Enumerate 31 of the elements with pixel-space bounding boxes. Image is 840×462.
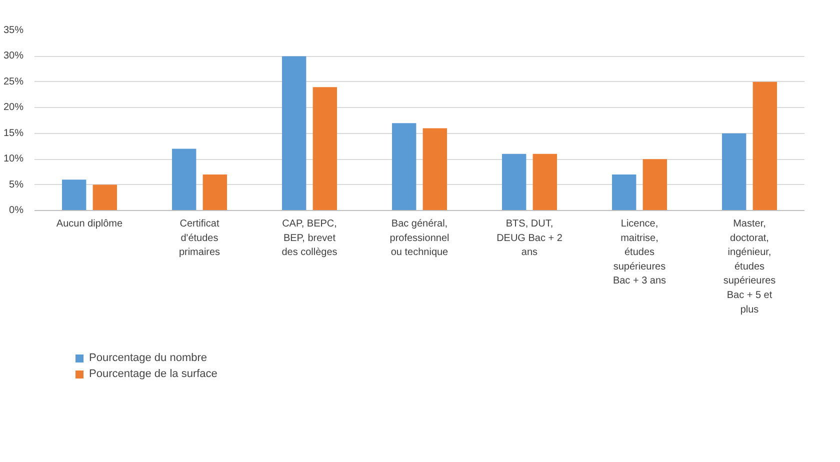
x-tick-label: Certificat d'études primaires [178, 218, 220, 258]
legend-label: Pourcentage de la surface [89, 368, 218, 380]
y-tick-label: 35% [3, 25, 24, 36]
bar [62, 180, 86, 210]
bar [312, 87, 337, 210]
legend-label: Pourcentage du nombre [89, 352, 208, 364]
bar [532, 154, 557, 210]
y-tick-label: 0% [9, 205, 24, 216]
y-tick-label: 10% [3, 154, 24, 165]
x-tick-label: Licence, maitrise, études supérieures Bac + 3 ans [612, 218, 666, 287]
x-tick-label: CAP, BEPC, BEP, brevet des collèges [282, 218, 338, 258]
bar [502, 154, 526, 210]
bar [282, 56, 306, 210]
bar [642, 159, 667, 210]
x-tick-label: Bac général, professionnel ou technique [390, 218, 450, 258]
y-tick-label: 25% [3, 76, 24, 88]
bar [612, 174, 636, 210]
bar [172, 148, 196, 210]
bar [422, 128, 447, 210]
x-tick-label: BTS, DUT, DEUG Bac + 2 ans [496, 218, 563, 258]
y-tick-label: 5% [9, 179, 24, 190]
bar [202, 174, 227, 210]
x-tick-label: Aucun diplôme [56, 218, 124, 230]
bar [392, 123, 416, 210]
y-tick-label: 20% [3, 102, 24, 114]
y-tick-label: 30% [3, 50, 24, 62]
bar [722, 133, 746, 210]
bar [92, 184, 117, 210]
x-tick-label: Master, doctorat, ingénieur, études supérieures Bac + 5 et plus [723, 218, 776, 316]
bar [752, 82, 777, 210]
y-tick-label: 15% [3, 128, 24, 139]
